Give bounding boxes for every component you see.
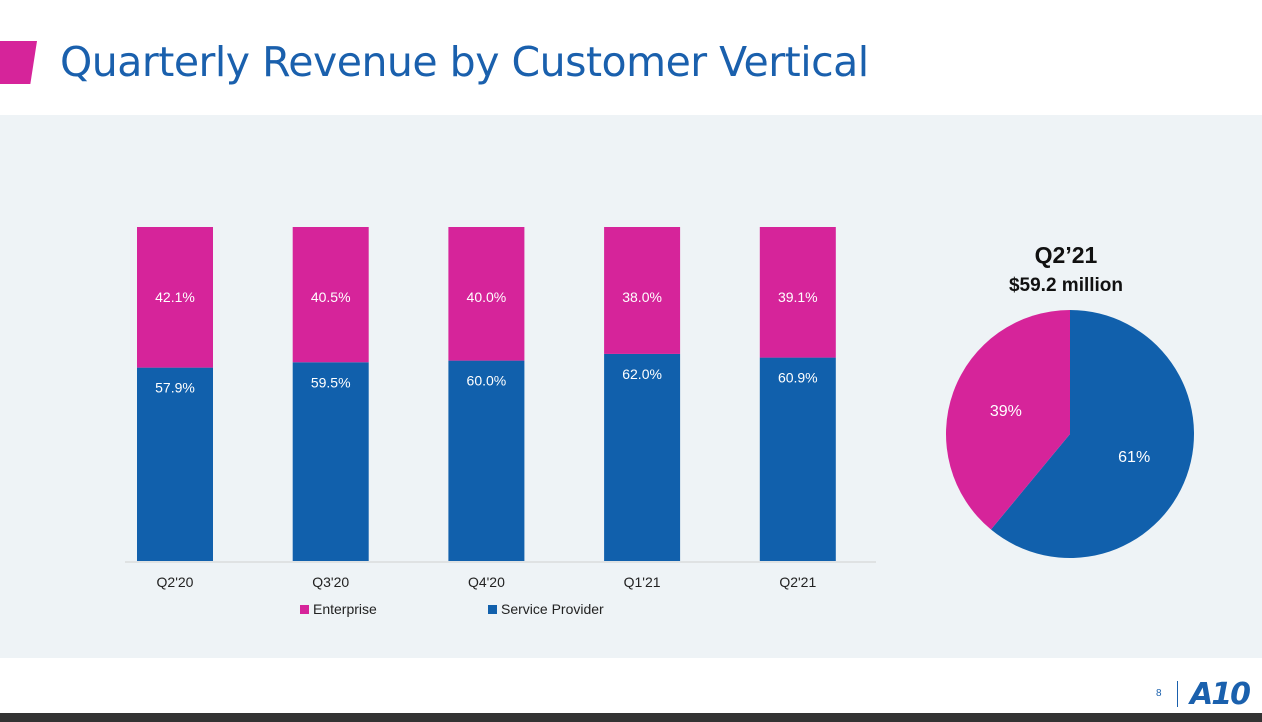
pie-slice-enterprise (945, 310, 1070, 530)
bar-service-provider (604, 353, 681, 561)
bar-data-label: 38.0% (622, 289, 662, 305)
bar-enterprise (448, 227, 525, 361)
bar-service-provider (292, 362, 369, 561)
page-title: Quarterly Revenue by Customer Vertical (60, 38, 869, 86)
bar-enterprise (604, 227, 681, 354)
bar-data-label: 40.0% (467, 289, 507, 305)
bar-chart: 57.9% 42.1% Q2'20 59.5% 40.5% Q3'20 60.0% 40.0%… (137, 227, 836, 590)
bar-enterprise (759, 227, 836, 358)
bar-enterprise (137, 227, 213, 368)
x-tick-label: Q2'21 (779, 574, 816, 590)
pie-data-label: 39% (990, 403, 1022, 420)
page-number: 8 (1156, 688, 1162, 699)
bar-data-label: 42.1% (155, 289, 195, 305)
x-tick-label: Q3'20 (312, 574, 349, 590)
legend-swatch-enterprise (300, 605, 309, 614)
legend: Enterprise Service Provider (300, 601, 604, 617)
legend-label-enterprise: Enterprise (313, 601, 377, 617)
company-logo: A10 (1190, 677, 1251, 712)
title-accent-shape (0, 41, 37, 84)
bar-data-label: 60.9% (778, 370, 818, 386)
bar-service-provider (448, 360, 525, 561)
pie-slice-service-provider (990, 310, 1194, 558)
bar-data-label: 60.0% (467, 373, 507, 389)
pie-title: Q2’21 (1035, 242, 1098, 268)
x-tick-label: Q4'20 (468, 574, 505, 590)
pie-chart: 61% 39% (945, 310, 1194, 558)
pie-data-label: 61% (1118, 449, 1150, 466)
bar-service-provider (759, 357, 836, 561)
x-tick-label: Q2'20 (157, 574, 194, 590)
x-tick-label: Q1'21 (624, 574, 661, 590)
bar-enterprise (292, 227, 369, 363)
bar-data-label: 57.9% (155, 380, 195, 396)
legend-label-service-provider: Service Provider (501, 601, 604, 617)
pie-subtitle: $59.2 million (1009, 275, 1123, 296)
bar-data-label: 40.5% (311, 289, 351, 305)
bar-service-provider (137, 367, 213, 561)
bar-data-label: 59.5% (311, 374, 351, 390)
bottom-bar (0, 713, 1262, 722)
bar-data-label: 39.1% (778, 289, 818, 305)
legend-swatch-service-provider (488, 605, 497, 614)
footer-divider (1177, 681, 1178, 707)
bar-data-label: 62.0% (622, 366, 662, 382)
